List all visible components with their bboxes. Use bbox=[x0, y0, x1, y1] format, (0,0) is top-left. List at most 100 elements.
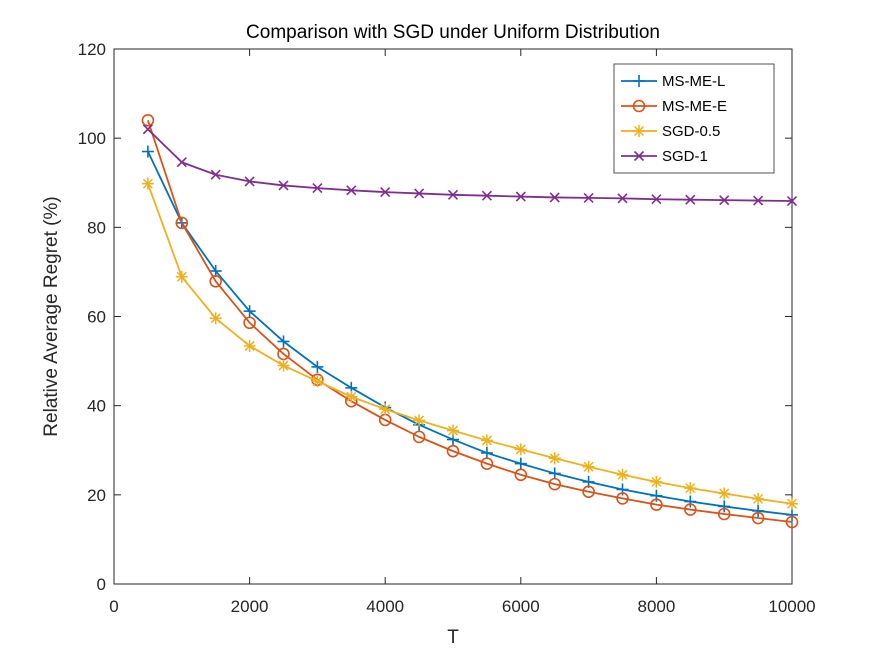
marker-stroke bbox=[719, 195, 730, 206]
y-tick-label: 120 bbox=[78, 40, 106, 59]
marker-stroke bbox=[633, 150, 645, 162]
data-point-sgd-1 bbox=[380, 187, 391, 198]
data-point-ms-me-l bbox=[752, 504, 765, 517]
legend-label: SGD-1 bbox=[662, 148, 708, 165]
y-axis-label: Relative Average Regret (%) bbox=[41, 196, 62, 436]
marker-stroke bbox=[176, 157, 187, 168]
marker-stroke bbox=[414, 415, 425, 426]
data-point-sgd-1 bbox=[447, 189, 459, 200]
data-point-sgd-0-5 bbox=[141, 177, 154, 190]
x-tick-label: 2000 bbox=[231, 597, 269, 616]
data-point-sgd-0-5 bbox=[413, 414, 426, 427]
series-line-sgd-1 bbox=[147, 128, 793, 202]
data-point-ms-me-l bbox=[277, 335, 290, 348]
marker-stroke bbox=[380, 187, 391, 198]
y-tick-label: 80 bbox=[87, 218, 106, 237]
data-point-sgd-0-5 bbox=[548, 452, 561, 465]
data-point-ms-me-e bbox=[785, 515, 799, 529]
y-tick-label: 100 bbox=[78, 129, 106, 148]
series-sgd-1 bbox=[142, 124, 798, 207]
legend-item-sgd-0-5: SGD-0.5 bbox=[621, 123, 720, 140]
data-point-sgd-0-5 bbox=[480, 434, 493, 447]
legend-item-ms-me-e: MS-ME-E bbox=[621, 98, 727, 115]
data-point-sgd-1 bbox=[583, 192, 594, 203]
data-point-sgd-1 bbox=[515, 191, 526, 202]
marker-stroke bbox=[753, 195, 764, 206]
data-point-sgd-0-5 bbox=[718, 487, 731, 500]
data-point-ms-me-e bbox=[751, 511, 765, 525]
data-point-sgd-1 bbox=[176, 157, 187, 168]
data-point-sgd-1 bbox=[414, 188, 425, 199]
legend-label: MS-ME-L bbox=[662, 73, 725, 90]
marker-stroke bbox=[719, 488, 730, 499]
marker-stroke bbox=[142, 124, 153, 135]
legend-label: MS-ME-E bbox=[662, 98, 727, 115]
legend-label: SGD-0.5 bbox=[662, 123, 720, 140]
data-point-ms-me-e bbox=[243, 316, 256, 330]
data-point-sgd-1 bbox=[142, 124, 153, 135]
data-point-sgd-1 bbox=[617, 193, 628, 204]
marker-stroke bbox=[244, 340, 255, 351]
data-point-sgd-0-5 bbox=[616, 468, 629, 481]
data-point-ms-me-l bbox=[684, 495, 697, 508]
legend-marker bbox=[633, 150, 645, 162]
marker-stroke bbox=[633, 125, 645, 137]
x-tick-label: 6000 bbox=[502, 597, 540, 616]
data-point-sgd-0-5 bbox=[786, 497, 798, 510]
data-point-ms-me-e bbox=[141, 114, 155, 127]
legend-items: MS-ME-L MS-ME-E SGD-0.5 SGD-1 bbox=[621, 73, 727, 165]
data-point-sgd-1 bbox=[786, 195, 798, 207]
marker-stroke bbox=[312, 376, 323, 387]
data-point-sgd-1 bbox=[312, 183, 323, 194]
data-point-sgd-1 bbox=[549, 192, 560, 203]
marker-stroke bbox=[617, 469, 628, 480]
data-point-ms-me-l bbox=[311, 360, 324, 373]
y-tick-label: 0 bbox=[97, 575, 106, 594]
data-point-sgd-0-5 bbox=[209, 312, 222, 325]
data-point-ms-me-e bbox=[616, 492, 629, 505]
data-point-sgd-1 bbox=[346, 185, 357, 196]
data-point-ms-me-e bbox=[650, 498, 663, 511]
data-point-sgd-0-5 bbox=[514, 443, 527, 456]
data-point-sgd-1 bbox=[278, 180, 289, 191]
data-point-sgd-1 bbox=[244, 176, 255, 187]
data-point-ms-me-e bbox=[480, 457, 494, 470]
data-point-sgd-0-5 bbox=[345, 390, 358, 403]
legend-marker bbox=[633, 125, 645, 137]
data-point-sgd-1 bbox=[685, 194, 696, 205]
data-point-sgd-0-5 bbox=[379, 403, 392, 416]
data-point-ms-me-l bbox=[786, 508, 798, 521]
legend: MS-ME-L MS-ME-E SGD-0.5 SGD-1 bbox=[613, 63, 775, 174]
data-point-ms-me-e bbox=[582, 485, 595, 499]
marker-stroke bbox=[583, 192, 594, 203]
series-line-ms-me-l bbox=[147, 151, 793, 516]
marker-stroke bbox=[278, 360, 289, 371]
data-point-ms-me-e bbox=[175, 216, 189, 230]
series-sgd-0-5 bbox=[141, 177, 798, 510]
x-axis-label: T bbox=[447, 627, 459, 648]
marker-stroke bbox=[346, 391, 357, 402]
x-tick-label: 10000 bbox=[768, 597, 815, 616]
marker-stroke bbox=[685, 483, 696, 494]
data-point-sgd-1 bbox=[651, 194, 662, 205]
marker-stroke bbox=[549, 192, 560, 203]
data-point-sgd-0-5 bbox=[582, 460, 595, 473]
marker-stroke bbox=[753, 493, 764, 504]
data-point-ms-me-l bbox=[243, 305, 256, 318]
marker-stroke bbox=[447, 189, 459, 200]
x-tick-label: 8000 bbox=[637, 597, 675, 616]
marker-stroke bbox=[786, 195, 798, 207]
data-point-sgd-1 bbox=[719, 195, 730, 206]
data-point-ms-me-e bbox=[683, 503, 697, 516]
y-tick-label: 60 bbox=[87, 308, 106, 327]
marker-stroke bbox=[176, 271, 187, 282]
marker-stroke bbox=[244, 176, 255, 187]
data-point-ms-me-l bbox=[718, 500, 731, 513]
marker-stroke bbox=[481, 435, 492, 446]
data-point-ms-me-e bbox=[277, 347, 290, 361]
marker-stroke bbox=[278, 180, 289, 191]
marker-stroke bbox=[583, 461, 594, 472]
data-point-sgd-0-5 bbox=[650, 475, 663, 488]
data-point-sgd-1 bbox=[753, 195, 764, 206]
marker-stroke bbox=[515, 191, 526, 202]
